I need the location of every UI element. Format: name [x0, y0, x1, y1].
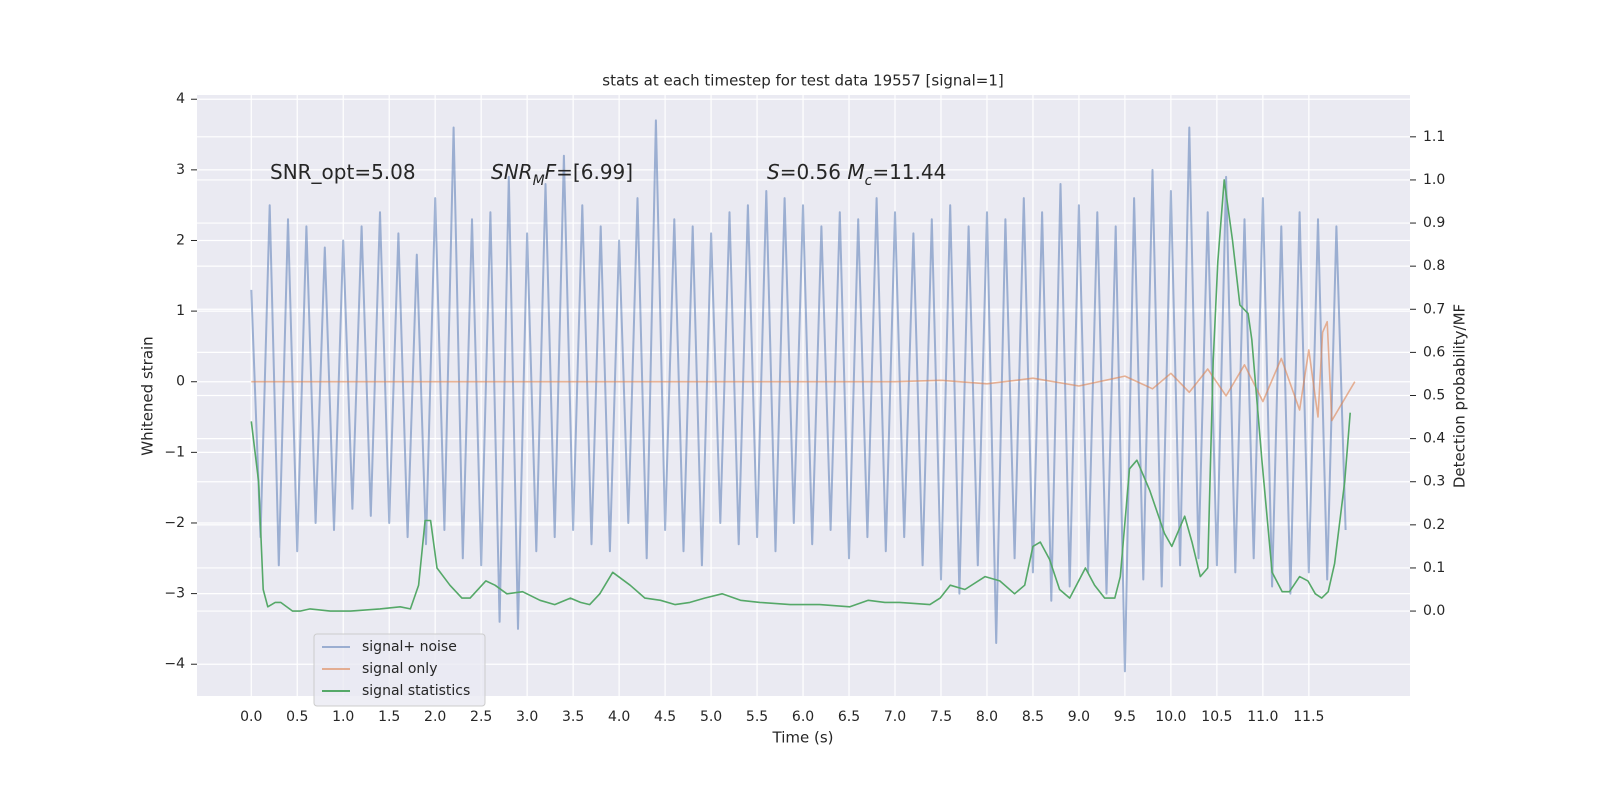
y2-tick-label: 0.1 [1423, 560, 1445, 576]
x-tick-label: 3.0 [516, 709, 538, 725]
axes: 0.0 0.5 1.0 1.5 2.0 2.5 3.0 3.5 4.0 4.5 5.0 5.5 6.0 6… [164, 91, 1445, 725]
x-tick-label: 8.0 [976, 709, 998, 725]
x-axis-label: Time (s) [772, 729, 834, 747]
chart-title: stats at each timestep for test data 195… [602, 72, 1003, 90]
x-tick-label: 11.0 [1247, 709, 1278, 725]
y-tick-label: 4 [176, 91, 185, 107]
annotation: SNR_opt=5.08 [270, 160, 416, 184]
x-tick-label: 9.0 [1068, 709, 1090, 725]
annotation-part: M [533, 173, 545, 189]
x-tick-label: 2.0 [424, 709, 446, 725]
annotations: SNR_opt=5.08 SNRMF=[6.99] S=0.56 Mc=11.44 [270, 160, 946, 190]
x-tick-label: 1.5 [378, 709, 400, 725]
y2-tick-label: 0.5 [1423, 388, 1445, 404]
annotation-part: =[6.99] [556, 160, 633, 184]
x-tick-label: 6.5 [838, 709, 860, 725]
x-tick-label: 0.0 [240, 709, 262, 725]
x-tick-label: 11.5 [1293, 709, 1324, 725]
x-tick-label: 10.0 [1155, 709, 1186, 725]
annotation-part: SNR [491, 160, 533, 184]
legend-box [313, 633, 486, 707]
annotation-part: =11.44 [872, 160, 946, 184]
y2-tick-label: 0.8 [1423, 258, 1445, 274]
x-tick-label: 4.5 [654, 709, 676, 725]
series-line [250, 119, 1347, 673]
x-tick-label: 3.5 [562, 709, 584, 725]
y-tick-label: 2 [176, 232, 185, 248]
y-tick-label: 1 [176, 303, 185, 319]
x-tick-label: 4.0 [608, 709, 630, 725]
y2-tick-label: 0.3 [1423, 474, 1445, 490]
x-tick-label: 7.5 [930, 709, 952, 725]
annotation-part: c [865, 173, 873, 189]
y2-tick-label: 0.2 [1423, 517, 1445, 533]
y2-tick-label: 0.6 [1423, 344, 1445, 360]
x-tick-label: 2.5 [470, 709, 492, 725]
y2-tick-label: 0.0 [1423, 603, 1445, 619]
y2-tick-label: 1.0 [1423, 172, 1445, 188]
y2-tick-label: 0.7 [1423, 301, 1445, 317]
x-tick-label: 5.0 [700, 709, 722, 725]
annotation-part: =0.56 [780, 160, 848, 184]
x-tick-label: 10.5 [1201, 709, 1232, 725]
y-tick-label: −2 [164, 515, 185, 531]
y-tick-label: 0 [176, 374, 185, 390]
annotation-part: F [545, 160, 557, 184]
annotation: SNRMF=[6.99] [491, 160, 633, 190]
y-tick-label: −1 [164, 444, 185, 460]
legend-label: signal only [362, 661, 437, 677]
x-tick-label: 9.5 [1114, 709, 1136, 725]
x-tick-label: 0.5 [286, 709, 308, 725]
x-tick-label: 6.0 [792, 709, 814, 725]
y-tick-label: −4 [164, 656, 185, 672]
legend-label: signal+ noise [362, 639, 457, 655]
marks [250, 119, 1356, 673]
series-line [250, 179, 1351, 612]
y-tick-label: 3 [176, 162, 185, 178]
y2-tick-label: 0.4 [1423, 431, 1445, 447]
legend-label: signal statistics [362, 683, 470, 699]
x-tick-label: 1.0 [332, 709, 354, 725]
legend: signal+ noise signal only signal statistic… [313, 633, 486, 707]
y2-tick-label: 1.1 [1423, 129, 1445, 145]
annotation-part: SNR_opt=5.08 [270, 160, 416, 184]
y2-axis-label: Detection probability/MF [1451, 304, 1469, 488]
x-tick-label: 5.5 [746, 709, 768, 725]
series-line [251, 320, 1356, 422]
annotation: S=0.56 Mc=11.44 [767, 160, 946, 190]
x-tick-label: 7.0 [884, 709, 906, 725]
annotation-part: M [847, 160, 864, 184]
x-tick-label: 8.5 [1022, 709, 1044, 725]
y-tick-label: −3 [164, 586, 185, 602]
annotation-part: S [767, 160, 780, 184]
y-axis-label: Whitened strain [139, 336, 157, 455]
y2-tick-label: 0.9 [1423, 215, 1445, 231]
